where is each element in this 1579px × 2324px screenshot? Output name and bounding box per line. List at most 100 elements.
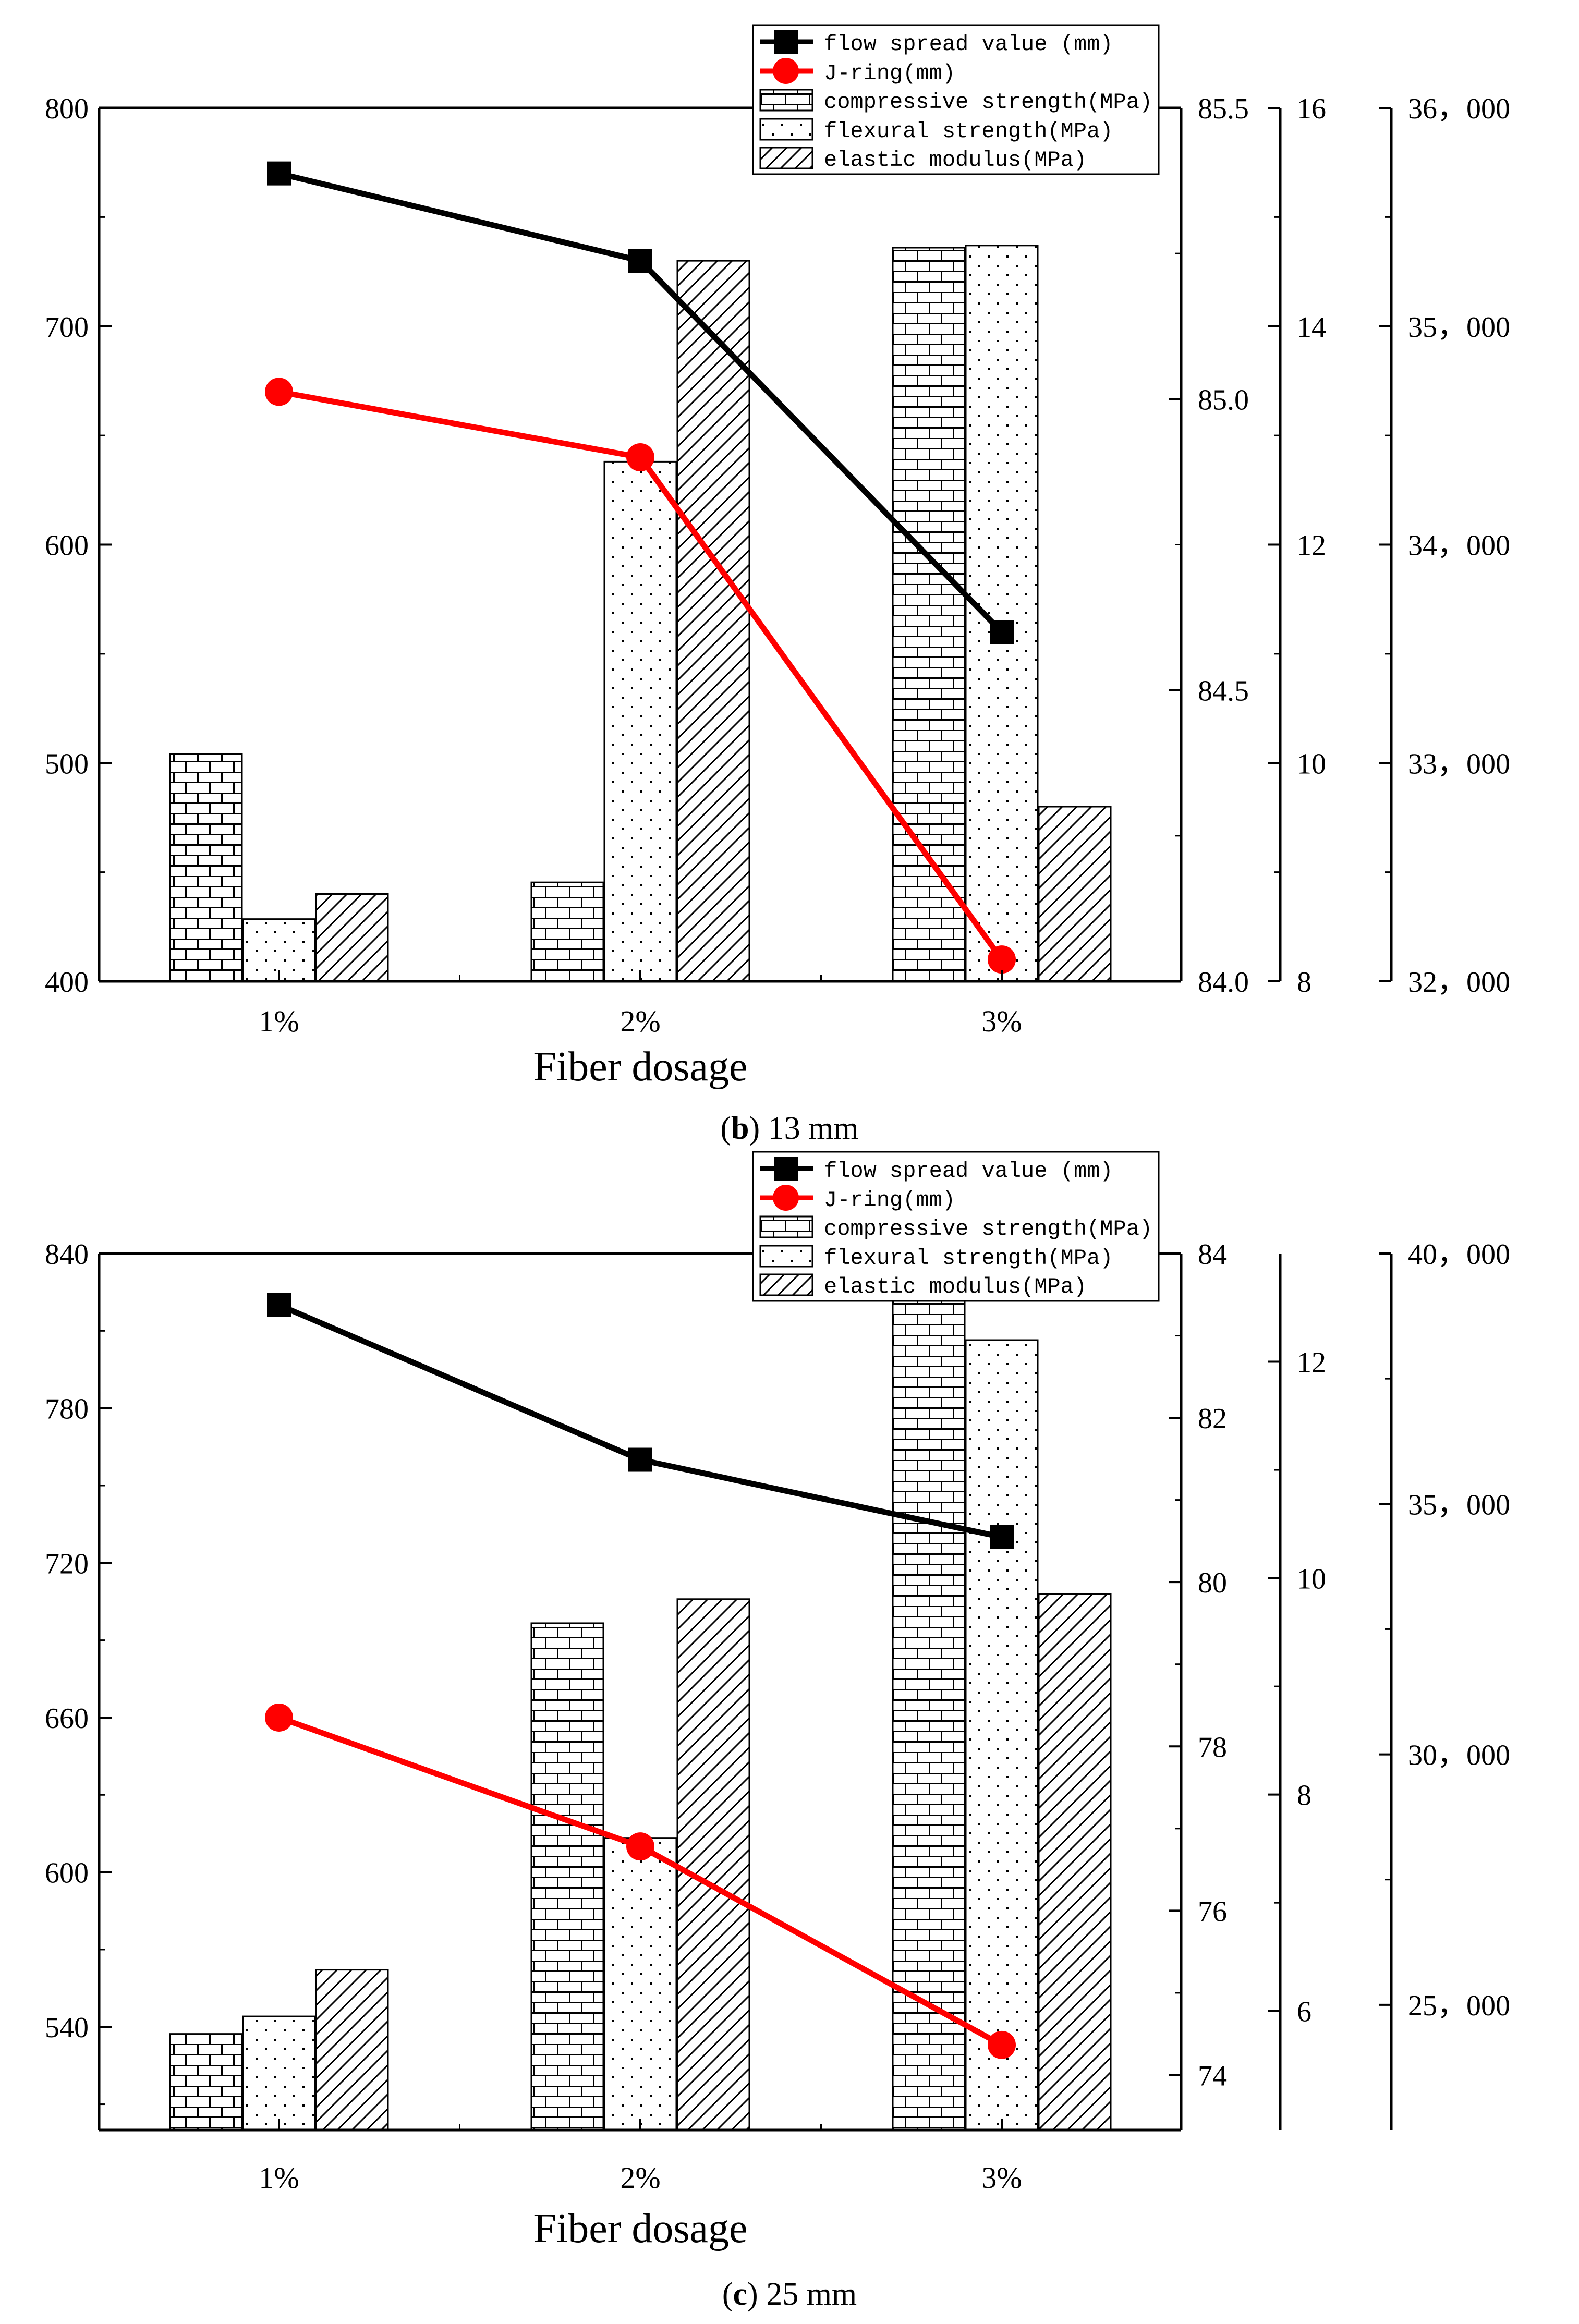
right2-tick-label: 10	[1297, 1563, 1326, 1596]
x-tick-labels: 1% 2% 3%	[259, 2161, 1022, 2195]
left-tick-label: 660	[45, 1702, 89, 1735]
bar-brick-2	[530, 881, 604, 982]
legend-item-flow-spread: flow spread value (mm)	[760, 30, 1113, 57]
legend-label: compressive strength(MPa)	[824, 90, 1152, 115]
legend-label: elastic modulus(MPa)	[824, 148, 1087, 173]
right3-tick-label: 40，000	[1408, 1238, 1510, 1271]
bar-hatch-2	[676, 260, 750, 982]
legend-label: flow spread value (mm)	[824, 1159, 1113, 1184]
bars-group	[169, 245, 1112, 982]
point-circle-1	[265, 1703, 293, 1732]
right1-tick-label: 80	[1198, 1567, 1227, 1599]
right1-tick-label: 84.5	[1198, 675, 1249, 708]
hatch-swatch-icon	[759, 1273, 813, 1296]
legend-item-compressive: compressive strength(MPa)	[759, 89, 1152, 115]
x-tick-label-2pct: 2%	[620, 2161, 660, 2195]
point-circle-2	[626, 443, 654, 471]
figure-caption-b: (b) 13 mm	[720, 1111, 858, 1146]
left-tick-label: 800	[45, 93, 89, 125]
right3-tick-label: 36，000	[1408, 93, 1510, 125]
bar-brick-3	[892, 247, 966, 982]
right3-tick-label: 35，000	[1408, 311, 1510, 344]
point-circle-3	[988, 945, 1016, 974]
point-square-1	[267, 161, 291, 186]
right2-tick-label: 12	[1297, 530, 1326, 562]
right1-tick-label: 78	[1198, 1731, 1227, 1763]
bar-brick-2	[530, 1622, 604, 2131]
legend-item-j-ring: J-ring(mm)	[760, 1185, 955, 1213]
point-circle-3	[988, 2030, 1016, 2059]
lines-group	[265, 1293, 1016, 2059]
point-square-3	[990, 620, 1014, 644]
right1-tick-label: 74	[1198, 2060, 1227, 2092]
right2-tick-label: 14	[1297, 311, 1326, 344]
legend-label: J-ring(mm)	[824, 1188, 955, 1213]
right2-tick-label: 8	[1297, 1780, 1311, 1812]
right3-tick-label: 30，000	[1408, 1739, 1510, 1772]
bar-hatch-3	[1038, 1593, 1112, 2131]
chart-panel-c: 540 600 660 720 780 840 74 76 78 80 82 84 6 8 10 12 25，0…	[45, 1151, 1510, 2312]
right2-tick-label: 10	[1297, 748, 1326, 780]
legend-label: compressive strength(MPa)	[824, 1216, 1152, 1242]
caption-text: 25 mm	[758, 2277, 857, 2312]
x-tick-label-3pct: 3%	[981, 1004, 1022, 1038]
left-tick-label: 780	[45, 1393, 89, 1426]
square-marker-icon	[774, 1157, 798, 1181]
legend-frame	[752, 1151, 1160, 1302]
right3-tick-label: 25，000	[1408, 1990, 1510, 2022]
caption-label: c	[733, 2277, 748, 2312]
bar-brick-1	[169, 2033, 243, 2131]
legend-item-elastic: elastic modulus(MPa)	[759, 1273, 1087, 1299]
bar-dots-3	[965, 245, 1039, 982]
left-tick-label: 840	[45, 1238, 89, 1271]
right3-tick-label: 33，000	[1408, 748, 1510, 780]
legend: flow spread value (mm) J-ring(mm) compre…	[752, 1151, 1160, 1302]
right3-tick-label: 34，000	[1408, 530, 1510, 562]
right1-tick-label: 84.0	[1198, 966, 1249, 999]
axes-group: 540 600 660 720 780 840 74 76 78 80 82 84 6 8 10 12 25，0…	[45, 1238, 1510, 2132]
left-tick-label: 600	[45, 1857, 89, 1890]
caption-label: b	[731, 1111, 749, 1146]
legend-label: flexural strength(MPa)	[824, 119, 1113, 144]
right3-tick-label: 35，000	[1408, 1489, 1510, 1521]
left-tick-label: 700	[45, 311, 89, 344]
point-square-2	[628, 1447, 652, 1472]
figure-caption-c: (c) 25 mm	[722, 2277, 857, 2312]
right2-tick-label: 6	[1297, 1996, 1311, 2028]
legend-item-flow-spread: flow spread value (mm)	[760, 1157, 1113, 1184]
bar-dots-2	[603, 1837, 677, 2131]
left-tick-label: 600	[45, 530, 89, 562]
bar-brick-3	[892, 1269, 966, 2131]
bars-group	[169, 1269, 1112, 2131]
lines-group	[265, 161, 1016, 974]
chart-panel-b: 400 500 600 700 800 84.0 84.5 85.0 85.5 8 10 12 14 16…	[45, 24, 1510, 1146]
right1-tick-label: 85.5	[1198, 93, 1249, 125]
bar-hatch-1	[315, 1969, 389, 2131]
legend-item-flexural: flexural strength(MPa)	[759, 1245, 1113, 1271]
right3-tick-label: 32，000	[1408, 966, 1510, 999]
right2-tick-label: 8	[1297, 966, 1311, 999]
point-square-2	[628, 249, 652, 273]
legend-item-elastic: elastic modulus(MPa)	[759, 147, 1087, 173]
point-square-1	[267, 1293, 291, 1317]
dots-swatch-icon	[759, 1245, 813, 1268]
right1-tick-label: 84	[1198, 1238, 1227, 1271]
x-axis-title: Fiber dosage	[533, 2206, 747, 2252]
caption-text: 13 mm	[760, 1111, 858, 1146]
legend-item-j-ring: J-ring(mm)	[760, 58, 955, 86]
legend: flow spread value (mm) J-ring(mm) compre…	[752, 24, 1160, 175]
hatch-swatch-icon	[759, 147, 813, 169]
x-tick-label-1pct: 1%	[259, 2161, 299, 2195]
circle-marker-icon	[773, 58, 799, 84]
left-tick-label: 500	[45, 748, 89, 780]
brick-swatch-icon	[759, 89, 813, 112]
brick-swatch-icon	[759, 1215, 813, 1238]
point-circle-2	[626, 1832, 654, 1861]
bar-dots-3	[965, 1339, 1039, 2131]
bar-hatch-2	[676, 1598, 750, 2131]
left-tick-label: 720	[45, 1548, 89, 1580]
x-tick-label-2pct: 2%	[620, 1004, 660, 1038]
circle-marker-icon	[773, 1185, 799, 1211]
right1-tick-label: 76	[1198, 1895, 1227, 1928]
